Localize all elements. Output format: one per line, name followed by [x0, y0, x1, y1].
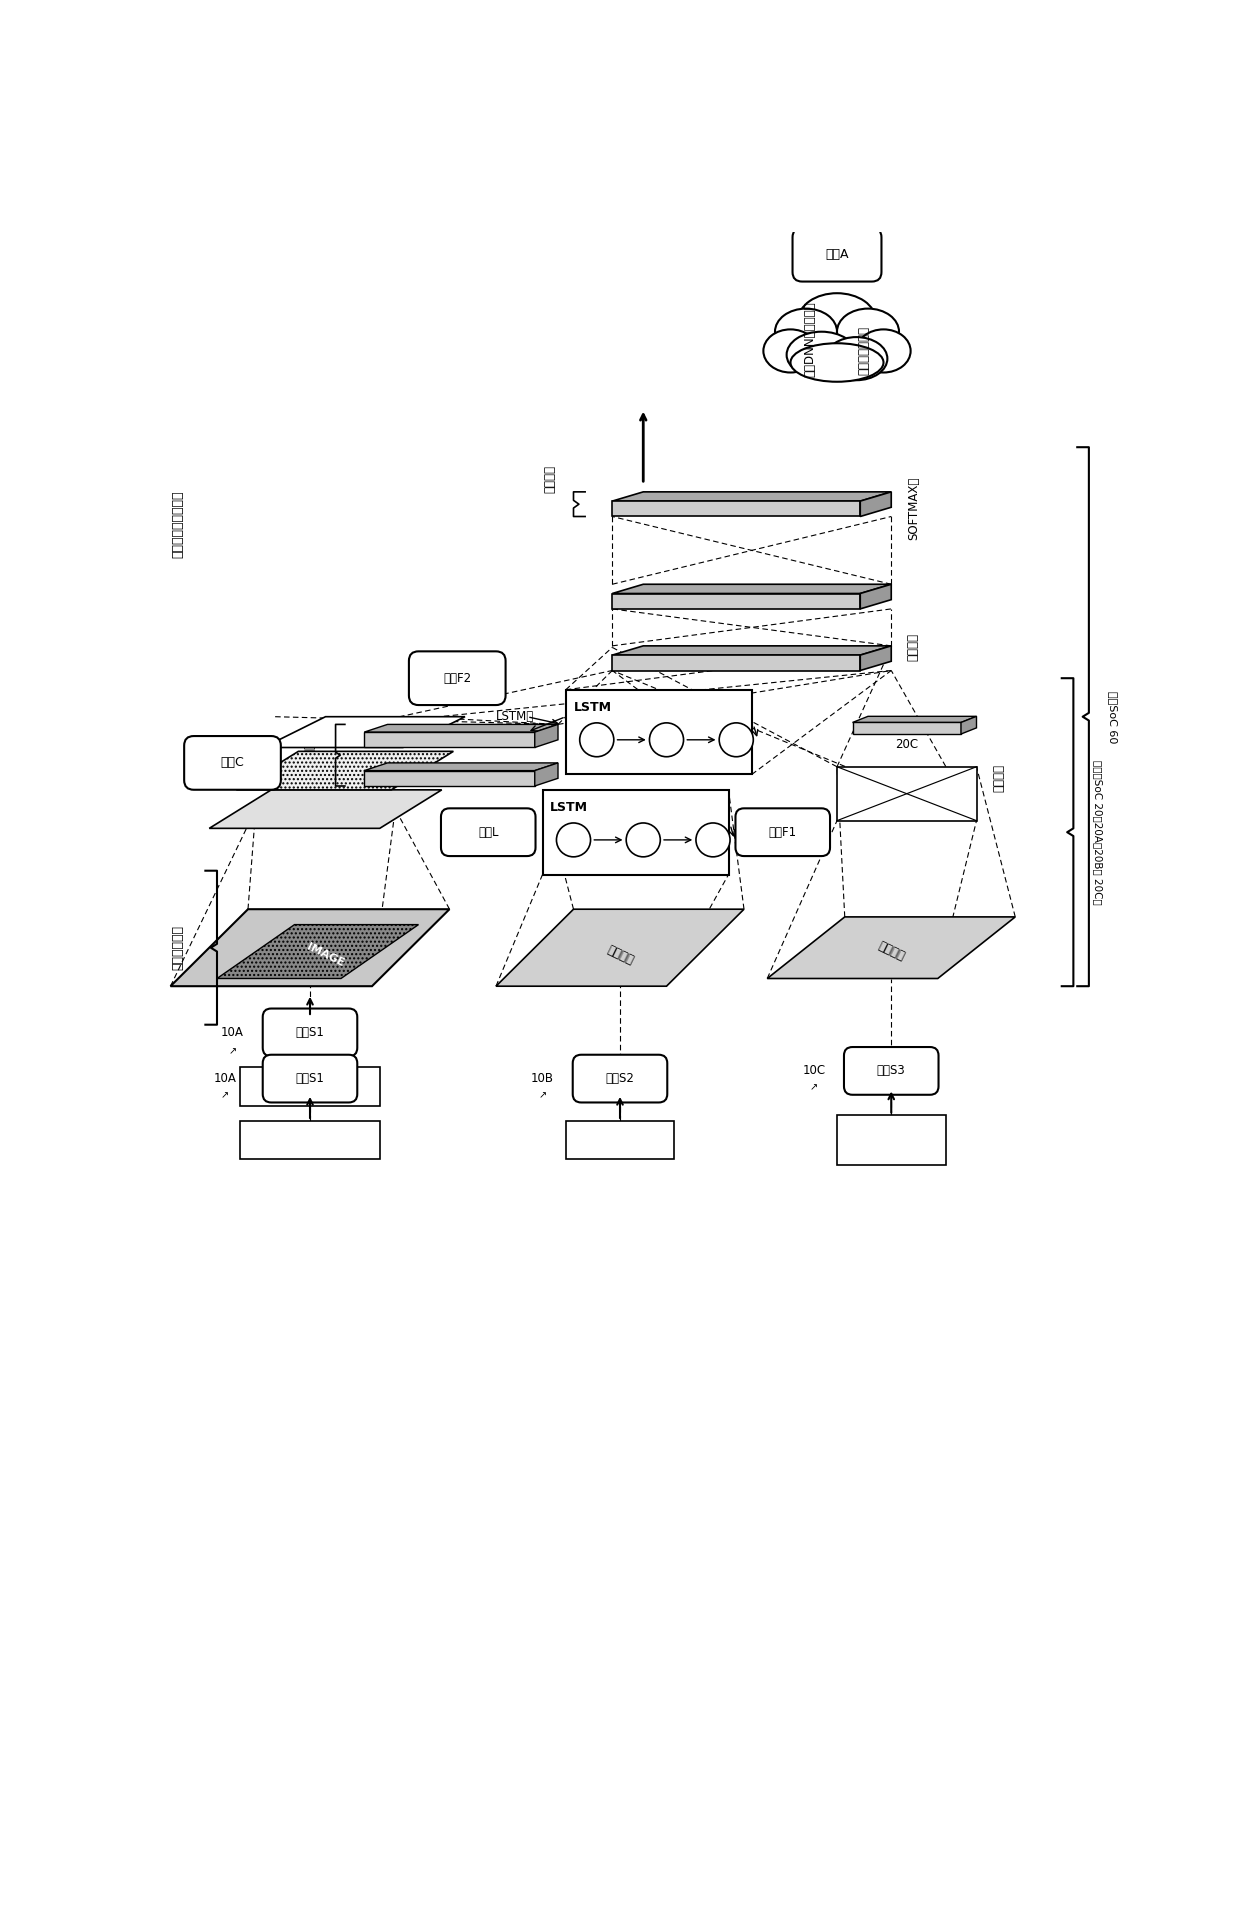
Ellipse shape: [786, 332, 857, 378]
Polygon shape: [171, 909, 449, 986]
FancyBboxPatch shape: [844, 1048, 939, 1094]
Text: 处理S1: 处理S1: [295, 1071, 325, 1085]
Text: 10C: 10C: [802, 1065, 826, 1077]
FancyBboxPatch shape: [735, 809, 830, 857]
Bar: [241, 1121, 379, 1160]
Polygon shape: [613, 594, 861, 608]
Ellipse shape: [791, 344, 883, 382]
Text: IMAGE: IMAGE: [305, 942, 346, 969]
Polygon shape: [365, 770, 534, 786]
Circle shape: [557, 822, 590, 857]
FancyBboxPatch shape: [263, 1054, 357, 1102]
Polygon shape: [534, 724, 558, 747]
Text: 20C: 20C: [895, 739, 919, 751]
Ellipse shape: [764, 330, 817, 372]
Bar: [565, 689, 751, 774]
Text: 处理L: 处理L: [477, 826, 498, 840]
Text: 处理A: 处理A: [826, 249, 848, 261]
Text: LSTM块: LSTM块: [496, 710, 534, 724]
Text: 传感器SoC 20（20A、20B、 20C）: 传感器SoC 20（20A、20B、 20C）: [1092, 760, 1102, 905]
Polygon shape: [613, 647, 892, 654]
Polygon shape: [613, 492, 892, 502]
Polygon shape: [853, 722, 961, 733]
Text: 10A: 10A: [221, 1027, 244, 1038]
Text: 处理S2: 处理S2: [605, 1071, 635, 1085]
Text: 声音数据: 声音数据: [605, 944, 635, 967]
Text: 陷螺仪: 陷螺仪: [880, 1129, 901, 1143]
Text: 处理S1: 处理S1: [295, 1027, 325, 1038]
Polygon shape: [613, 654, 861, 670]
Polygon shape: [861, 647, 892, 670]
Polygon shape: [263, 716, 465, 747]
Circle shape: [626, 822, 660, 857]
Ellipse shape: [837, 309, 899, 355]
Text: 麦克风: 麦克风: [610, 1133, 630, 1146]
Text: 特征数据: 特征数据: [304, 741, 316, 770]
FancyBboxPatch shape: [263, 1009, 357, 1056]
Ellipse shape: [775, 309, 837, 355]
Circle shape: [580, 724, 614, 757]
Polygon shape: [768, 917, 1016, 979]
FancyBboxPatch shape: [185, 735, 280, 789]
Circle shape: [696, 822, 730, 857]
FancyBboxPatch shape: [409, 650, 506, 704]
Text: ↗: ↗: [228, 1046, 237, 1056]
Bar: [543, 789, 729, 874]
Text: ↗: ↗: [538, 1090, 547, 1100]
Text: 20A: 20A: [573, 733, 596, 747]
Ellipse shape: [826, 338, 888, 380]
Text: 处理F2: 处理F2: [443, 672, 471, 685]
Ellipse shape: [857, 330, 910, 372]
Polygon shape: [534, 762, 558, 786]
Text: 识别结果: 识别结果: [544, 465, 557, 494]
Text: 运动数据: 运动数据: [875, 940, 906, 963]
Text: LSTM: LSTM: [573, 701, 611, 714]
Bar: [837, 766, 977, 820]
FancyBboxPatch shape: [573, 1054, 667, 1102]
Bar: [837, 1116, 945, 1166]
Polygon shape: [237, 751, 454, 789]
Polygon shape: [861, 492, 892, 517]
FancyBboxPatch shape: [441, 809, 536, 857]
Polygon shape: [496, 909, 744, 986]
Text: SOFTMAX层: SOFTMAX层: [906, 477, 920, 540]
Polygon shape: [365, 724, 558, 731]
Text: 图像传感器: 图像传感器: [293, 1133, 327, 1146]
Text: 10A: 10A: [213, 1071, 236, 1085]
Text: ↗: ↗: [810, 1083, 818, 1092]
Text: 卷积层、池化层图像: 卷积层、池化层图像: [172, 490, 185, 558]
Text: (FP16): (FP16): [304, 760, 316, 805]
Text: 控制服务致动器: 控制服务致动器: [858, 326, 870, 376]
Polygon shape: [613, 502, 861, 517]
Text: ↗: ↗: [221, 1090, 229, 1100]
Polygon shape: [365, 762, 558, 770]
Ellipse shape: [799, 293, 875, 347]
Text: 20B: 20B: [647, 662, 671, 674]
FancyBboxPatch shape: [792, 228, 882, 282]
Polygon shape: [210, 789, 441, 828]
Polygon shape: [217, 924, 419, 979]
Text: 全连接层: 全连接层: [906, 633, 920, 662]
Text: 传感器: 传感器: [880, 1144, 901, 1158]
Text: 传感器测量値: 传感器测量値: [172, 924, 185, 971]
Polygon shape: [861, 585, 892, 608]
Polygon shape: [853, 716, 977, 722]
Polygon shape: [961, 716, 977, 733]
Text: LSTM: LSTM: [551, 801, 588, 814]
Text: 10B: 10B: [531, 1071, 554, 1085]
Bar: [565, 1121, 675, 1160]
Polygon shape: [613, 585, 892, 594]
Circle shape: [650, 724, 683, 757]
Circle shape: [719, 724, 753, 757]
Text: 使用DNN的识别结果: 使用DNN的识别结果: [804, 301, 816, 376]
Text: 处理C: 处理C: [221, 757, 244, 770]
Text: 全连接层: 全连接层: [992, 764, 1004, 793]
Bar: [241, 1067, 379, 1106]
Text: 处理S3: 处理S3: [877, 1065, 905, 1077]
Polygon shape: [365, 731, 534, 747]
Text: 图像传感器: 图像传感器: [293, 1079, 327, 1092]
Text: 处理F1: 处理F1: [769, 826, 797, 840]
Text: 边缘SoC 60: 边缘SoC 60: [1109, 691, 1118, 743]
